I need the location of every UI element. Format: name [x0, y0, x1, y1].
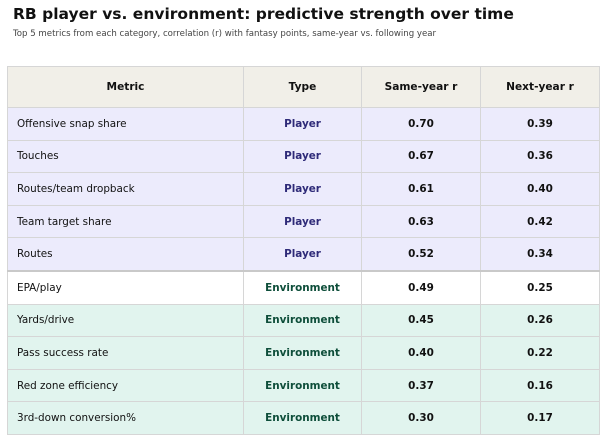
type-cell: Player — [243, 237, 362, 272]
next-year-r-cell: 0.26 — [480, 303, 600, 338]
table-row: Routes Player 0.52 0.34 — [7, 237, 600, 272]
metric-cell: 3rd-down conversion% — [7, 401, 244, 435]
next-year-r-cell: 0.17 — [480, 401, 600, 435]
table-row: Touches Player 0.67 0.36 — [7, 139, 600, 174]
type-cell: Player — [243, 204, 362, 239]
column-header-same-year-r: Same-year r — [361, 66, 481, 108]
type-cell: Player — [243, 172, 362, 206]
next-year-r-cell: 0.42 — [480, 204, 600, 239]
metric-cell: Routes — [7, 237, 244, 272]
table-header-row: Metric Type Same-year r Next-year r — [7, 66, 600, 108]
same-year-r-cell: 0.52 — [361, 237, 481, 272]
metric-cell: Team target share — [7, 204, 244, 239]
same-year-r-cell: 0.37 — [361, 368, 481, 403]
chart-title: RB player vs. environment: predictive st… — [13, 5, 514, 23]
column-header-type: Type — [243, 66, 362, 108]
type-cell: Player — [243, 139, 362, 174]
same-year-r-cell: 0.45 — [361, 303, 481, 338]
metric-cell: Touches — [7, 139, 244, 174]
metric-cell: EPA/play — [7, 269, 244, 305]
table-row: Pass success rate Environment 0.40 0.22 — [7, 336, 600, 370]
metric-cell: Red zone efficiency — [7, 368, 244, 403]
table-row: 3rd-down conversion% Environment 0.30 0.… — [7, 401, 600, 435]
type-cell: Environment — [243, 401, 362, 435]
same-year-r-cell: 0.63 — [361, 204, 481, 239]
metric-cell: Offensive snap share — [7, 107, 244, 141]
same-year-r-cell: 0.40 — [361, 336, 481, 370]
same-year-r-cell: 0.61 — [361, 172, 481, 206]
type-cell: Environment — [243, 303, 362, 338]
table-row: Yards/drive Environment 0.45 0.26 — [7, 303, 600, 338]
type-cell: Environment — [243, 368, 362, 403]
next-year-r-cell: 0.22 — [480, 336, 600, 370]
next-year-r-cell: 0.16 — [480, 368, 600, 403]
next-year-r-cell: 0.34 — [480, 237, 600, 272]
next-year-r-cell: 0.39 — [480, 107, 600, 141]
type-cell: Player — [243, 107, 362, 141]
same-year-r-cell: 0.49 — [361, 269, 481, 305]
chart-subtitle: Top 5 metrics from each category, correl… — [13, 29, 437, 39]
type-cell: Environment — [243, 336, 362, 370]
next-year-r-cell: 0.36 — [480, 139, 600, 174]
table-row: Red zone efficiency Environment 0.37 0.1… — [7, 368, 600, 403]
table-row: Offensive snap share Player 0.70 0.39 — [7, 107, 600, 141]
same-year-r-cell: 0.67 — [361, 139, 481, 174]
type-cell: Environment — [243, 269, 362, 305]
metrics-table: Metric Type Same-year r Next-year r Offe… — [7, 66, 600, 435]
same-year-r-cell: 0.70 — [361, 107, 481, 141]
metric-cell: Routes/team dropback — [7, 172, 244, 206]
metric-cell: Pass success rate — [7, 336, 244, 370]
next-year-r-cell: 0.40 — [480, 172, 600, 206]
same-year-r-cell: 0.30 — [361, 401, 481, 435]
column-header-metric: Metric — [7, 66, 244, 108]
table-row: Routes/team dropback Player 0.61 0.40 — [7, 172, 600, 206]
table-row: EPA/play Environment 0.49 0.25 — [7, 269, 600, 305]
column-header-next-year-r: Next-year r — [480, 66, 600, 108]
metric-cell: Yards/drive — [7, 303, 244, 338]
table-row: Team target share Player 0.63 0.42 — [7, 204, 600, 239]
next-year-r-cell: 0.25 — [480, 269, 600, 305]
